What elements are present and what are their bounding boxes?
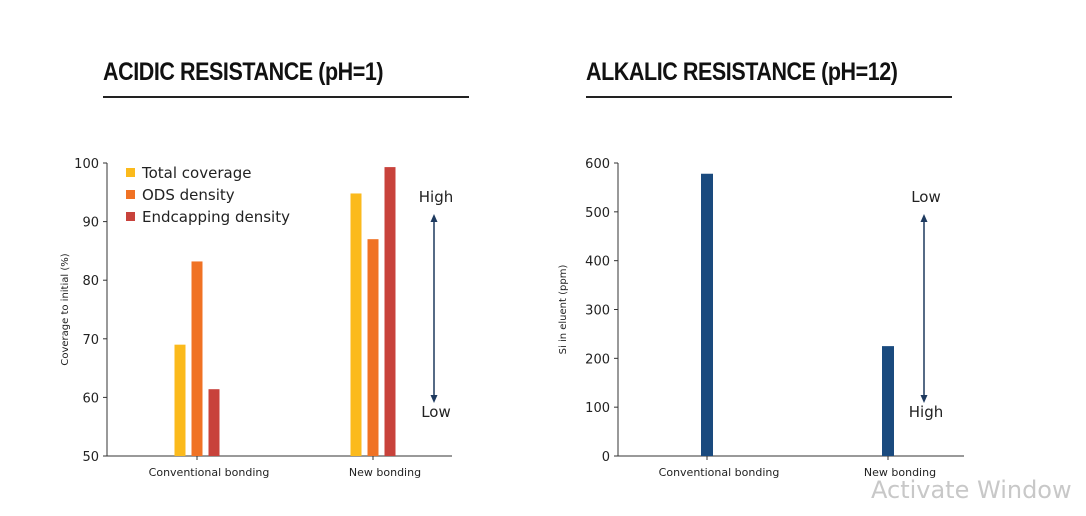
alkalic-title-underline — [586, 96, 952, 98]
alkalic-arrow-top-label: Low — [911, 188, 941, 206]
alkalic-y-axis-title: Si in eluent (ppm) — [558, 265, 569, 355]
acidic-y-tick-label: 80 — [82, 274, 99, 289]
acidic-bar-ods-density-0 — [191, 261, 203, 456]
acidic-y-axis-title: Coverage to initial (%) — [60, 253, 71, 365]
alkalic-y-tick-label: 300 — [585, 304, 610, 319]
alkalic-y-tick-label: 100 — [585, 401, 610, 416]
alkalic-bar-si-0 — [701, 173, 713, 456]
alkalic-y-tick-label: 400 — [585, 255, 610, 270]
acidic-category-label: New bonding — [349, 466, 421, 479]
acidic-bar-ods-density-1 — [367, 239, 379, 456]
alkalic-arrow-head-down — [920, 395, 928, 403]
alkalic-category-label: New bonding — [864, 466, 936, 479]
alkalic-arrow-head-up — [920, 214, 928, 222]
acidic-arrow-head-down — [430, 395, 438, 403]
acidic-y-tick-label: 50 — [82, 450, 99, 465]
acidic-legend-label: Total coverage — [141, 164, 251, 182]
acidic-legend-swatch — [126, 168, 135, 177]
acidic-y-tick-label: 90 — [82, 216, 99, 231]
acidic-bar-endcapping-density-0 — [208, 389, 220, 456]
alkalic-y-tick-label: 200 — [585, 352, 610, 367]
acidic-bar-total-coverage-1 — [350, 193, 362, 457]
acidic-bar-endcapping-density-1 — [384, 167, 396, 457]
alkalic-chart-title: ALKALIC RESISTANCE (pH=12) — [586, 58, 898, 86]
acidic-legend-label: ODS density — [142, 186, 235, 204]
acidic-y-tick-label: 60 — [82, 391, 99, 406]
acidic-y-tick-label: 100 — [74, 157, 99, 172]
acidic-bar-total-coverage-0 — [174, 344, 186, 456]
alkalic-category-label: Conventional bonding — [659, 466, 780, 479]
alkalic-bar-si-1 — [882, 346, 894, 456]
alkalic-y-tick-label: 500 — [585, 206, 610, 221]
acidic-category-label: Conventional bonding — [149, 466, 270, 479]
acidic-arrow-top-label: High — [419, 188, 453, 206]
acidic-arrow-bottom-label: Low — [421, 403, 451, 421]
acidic-chart-title: ACIDIC RESISTANCE (pH=1) — [103, 58, 384, 86]
acidic-arrow-head-up — [430, 214, 438, 222]
acidic-title-underline — [103, 96, 469, 98]
alkalic-arrow-bottom-label: High — [909, 403, 943, 421]
acidic-y-tick-label: 70 — [82, 333, 99, 348]
alkalic-y-tick-label: 600 — [585, 157, 610, 172]
acidic-legend-swatch — [126, 190, 135, 199]
alkalic-y-tick-label: 0 — [602, 450, 610, 465]
acidic-legend-label: Endcapping density — [142, 208, 290, 226]
activation-watermark: Activate Window — [871, 476, 1072, 504]
acidic-legend-swatch — [126, 212, 135, 221]
